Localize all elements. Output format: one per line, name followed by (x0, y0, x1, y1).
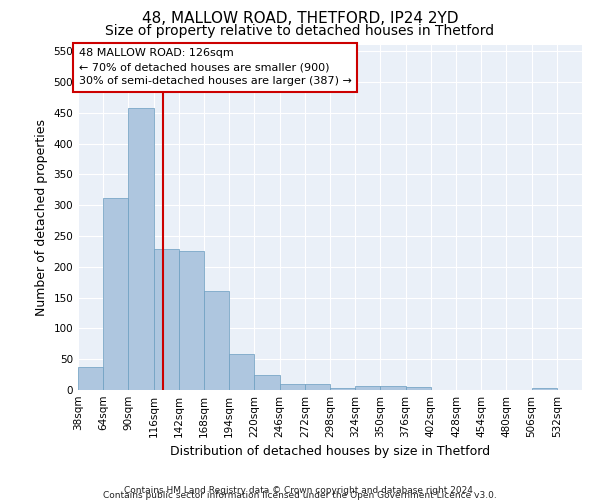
Bar (330, 388, 355, 390)
Bar (154, 249, 179, 390)
Bar (355, 386, 380, 390)
Text: Size of property relative to detached houses in Thetford: Size of property relative to detached ho… (106, 24, 494, 38)
Bar (78, 366, 103, 390)
Text: Contains public sector information licensed under the Open Government Licence v3: Contains public sector information licen… (103, 491, 497, 500)
Bar (380, 386, 406, 390)
Text: 48 MALLOW ROAD: 126sqm
← 70% of detached houses are smaller (900)
30% of semi-de: 48 MALLOW ROAD: 126sqm ← 70% of detached… (79, 48, 352, 86)
Bar (103, 198, 128, 390)
Bar (406, 387, 431, 390)
Bar (532, 388, 557, 390)
Bar (254, 374, 280, 390)
Bar (229, 354, 254, 390)
Text: 48, MALLOW ROAD, THETFORD, IP24 2YD: 48, MALLOW ROAD, THETFORD, IP24 2YD (142, 11, 458, 26)
Bar (179, 252, 204, 390)
Bar (128, 108, 154, 390)
Bar (305, 384, 330, 390)
Bar (204, 291, 229, 390)
Y-axis label: Number of detached properties: Number of detached properties (35, 119, 48, 316)
Text: Contains HM Land Registry data © Crown copyright and database right 2024.: Contains HM Land Registry data © Crown c… (124, 486, 476, 495)
Bar (280, 384, 305, 390)
X-axis label: Distribution of detached houses by size in Thetford: Distribution of detached houses by size … (170, 446, 490, 458)
